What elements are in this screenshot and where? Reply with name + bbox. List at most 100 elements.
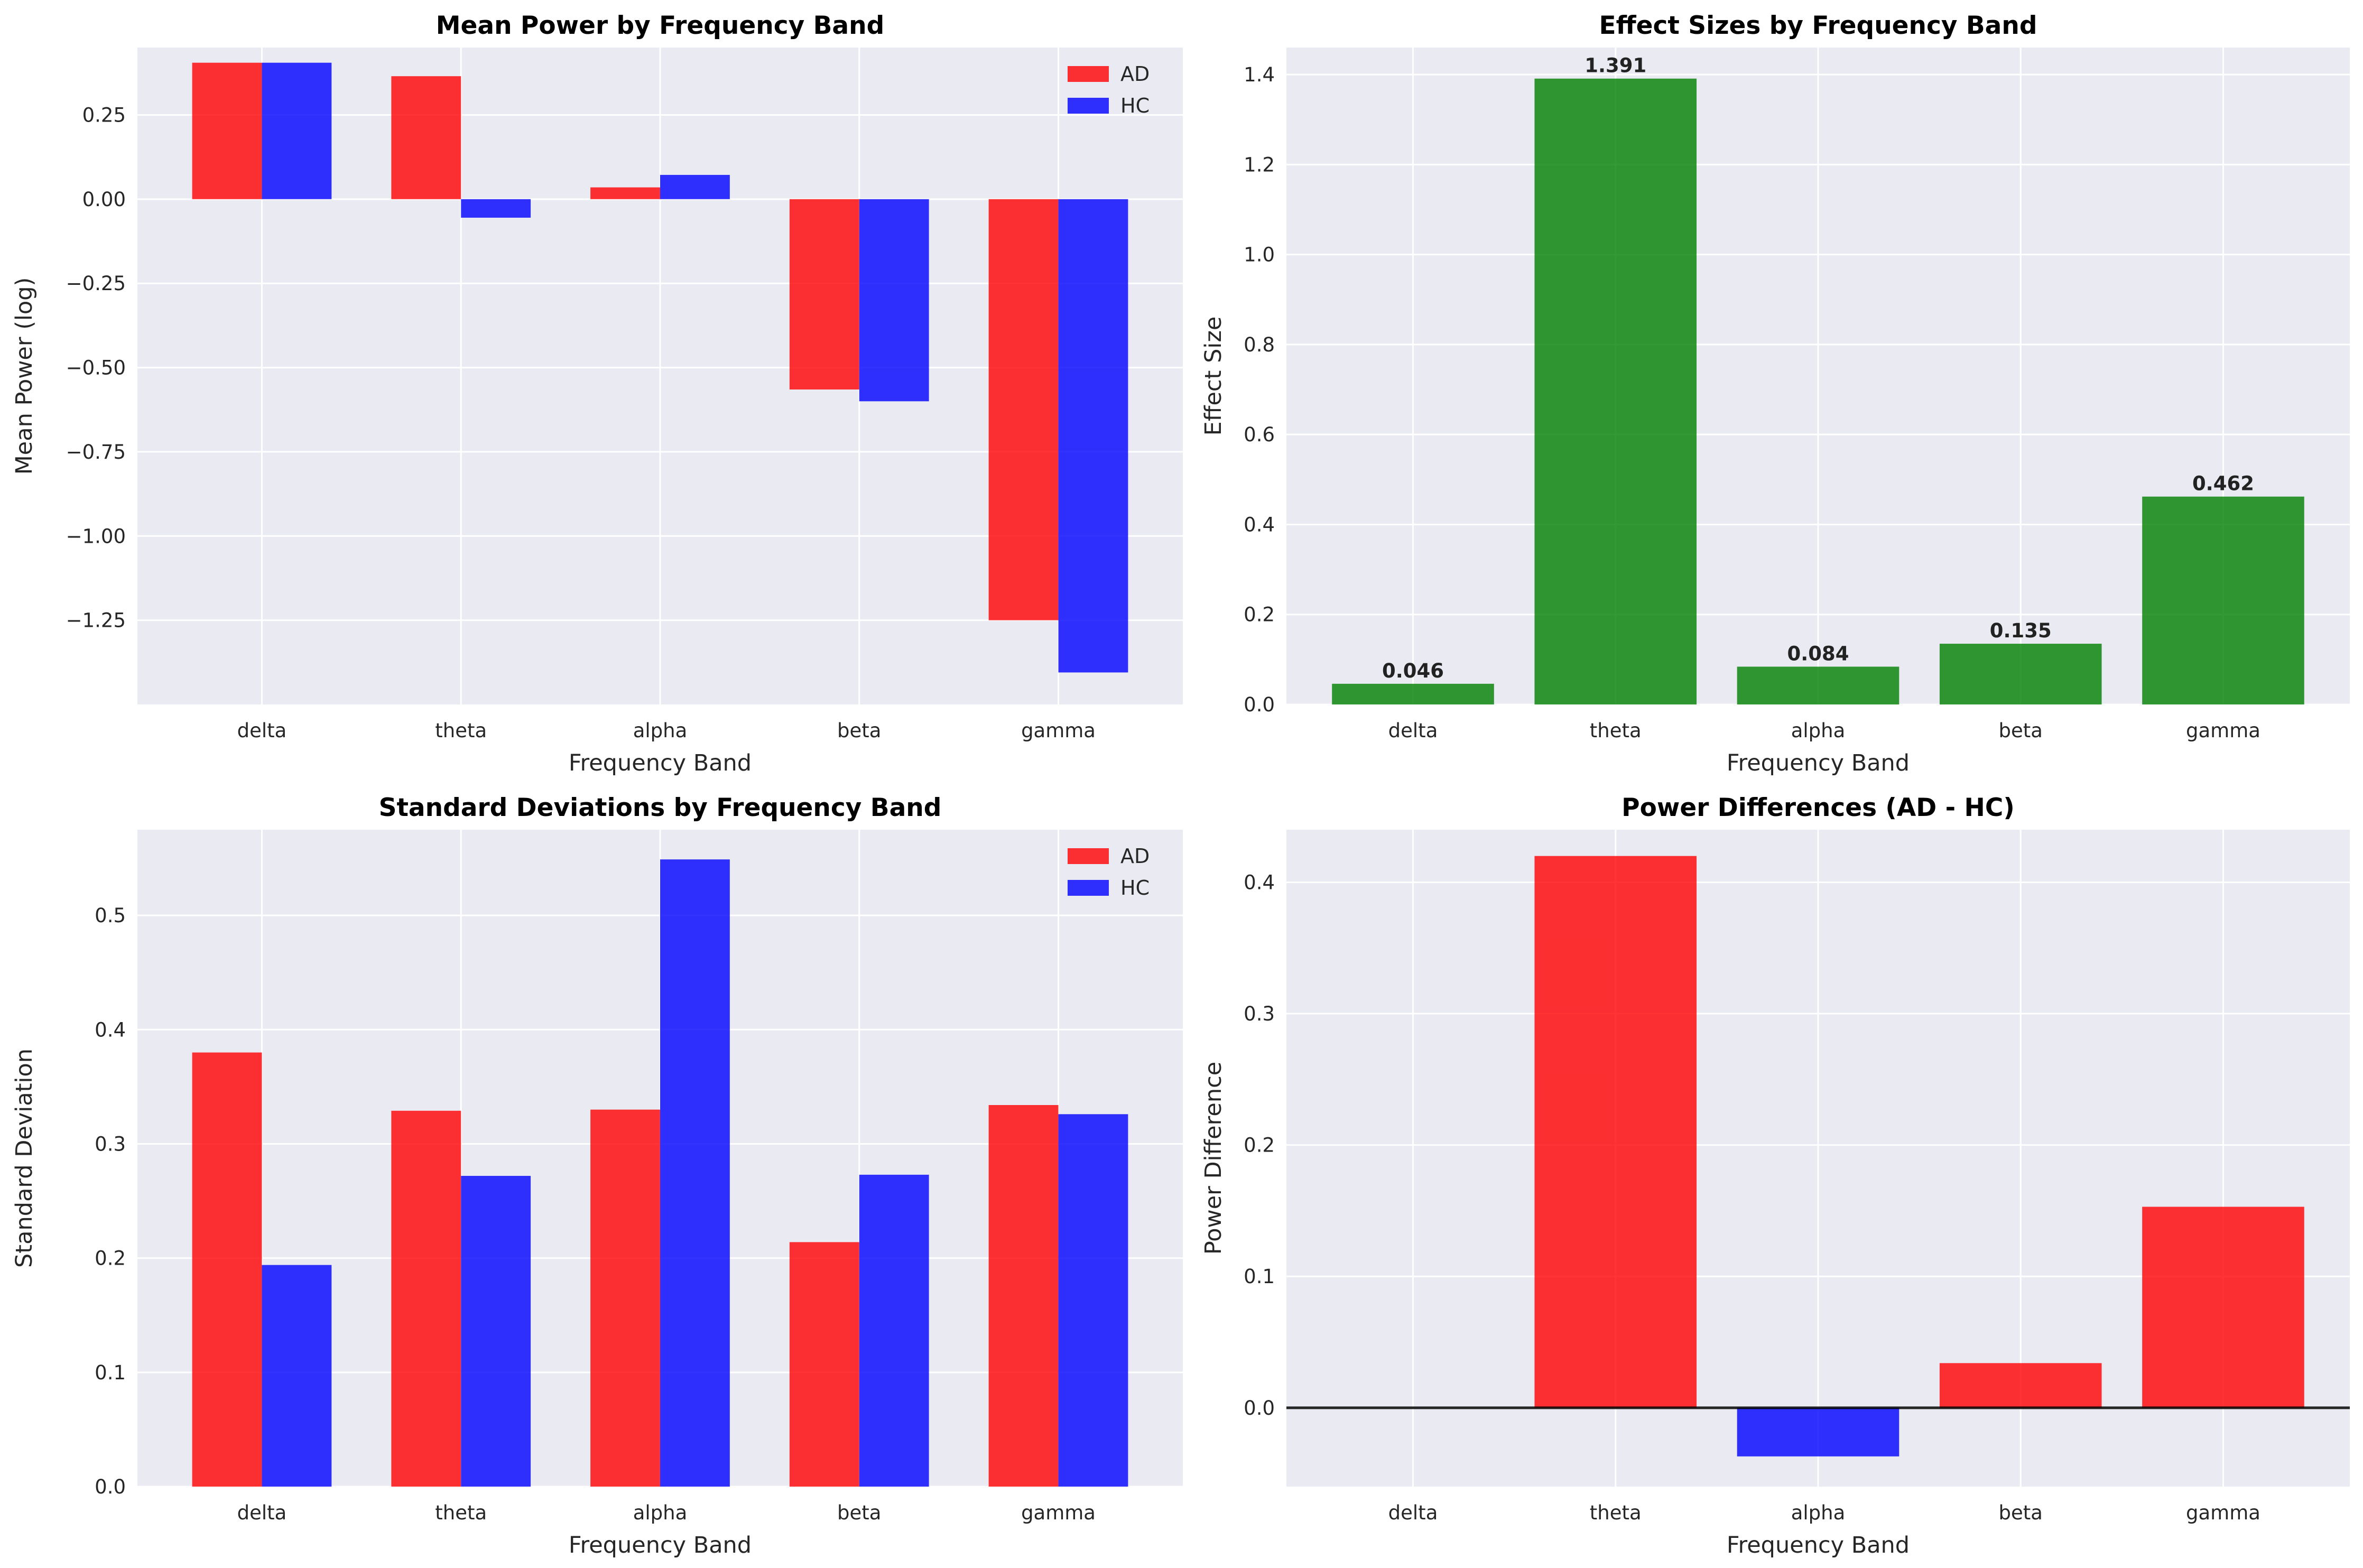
y-tick-label: 0.1: [1244, 1265, 1275, 1288]
bar-hc-delta: [262, 62, 332, 199]
y-tick-label: 0.6: [1244, 423, 1275, 446]
bar-ad-beta: [789, 1242, 859, 1487]
x-tick-label-beta: beta: [1999, 1501, 2043, 1524]
bar-hc-delta: [262, 1265, 332, 1487]
y-tick-label: 0.4: [1244, 871, 1275, 894]
y-tick-label: 0.4: [95, 1018, 126, 1041]
chart-title: Effect Sizes by Frequency Band: [1599, 11, 2037, 40]
x-tick-label-theta: theta: [435, 719, 487, 742]
bar-alpha: [1737, 1407, 1899, 1456]
x-tick-label-alpha: alpha: [633, 1501, 688, 1524]
bar-hc-theta: [461, 199, 531, 218]
y-tick-label: 1.2: [1244, 153, 1275, 176]
x-tick-label-delta: delta: [237, 719, 287, 742]
y-tick-label: −0.25: [66, 272, 126, 295]
bar-hc-beta: [859, 199, 929, 402]
bar-ad-delta: [192, 62, 262, 199]
bar-ad-delta: [192, 1052, 262, 1487]
x-tick-label-delta: delta: [1388, 719, 1438, 742]
y-tick-label: 0.2: [1244, 604, 1275, 626]
y-axis-label: Power Difference: [1200, 1062, 1227, 1255]
y-tick-label: 1.0: [1244, 244, 1275, 266]
x-axis-label: Frequency Band: [1727, 750, 1910, 776]
legend-swatch-ad: [1068, 66, 1109, 82]
y-tick-label: 0.00: [82, 188, 126, 211]
chart-panel-1: 0.25 0.00 −0.25 −0.50 −0.75 −1.00 −1.25 delta th…: [11, 11, 1183, 776]
legend-label-hc: HC: [1120, 94, 1150, 117]
y-axis-label: Effect Size: [1200, 317, 1227, 436]
data-label-beta: 0.135: [1990, 619, 2052, 642]
y-tick-label: 0.4: [1244, 513, 1275, 536]
y-tick-label: 0.0: [1244, 1397, 1275, 1419]
x-tick-label-gamma: gamma: [2186, 719, 2260, 742]
data-label-theta: 1.391: [1584, 54, 1646, 77]
x-tick-label-alpha: alpha: [1791, 719, 1846, 742]
y-axis-label: Standard Deviation: [11, 1049, 38, 1268]
bar-hc-gamma: [1058, 1114, 1128, 1487]
x-tick-label-gamma: gamma: [1021, 719, 1096, 742]
chart-panel-4: 0.0 0.1 0.2 0.3 0.4 delta theta alpha beta gamma F…: [1200, 793, 2350, 1558]
bar-ad-alpha: [590, 1109, 660, 1487]
bar-hc-alpha: [660, 859, 730, 1487]
legend: AD HC: [1068, 845, 1150, 899]
legend-label-hc: HC: [1120, 876, 1150, 899]
y-tick-label: 0.0: [1244, 693, 1275, 716]
x-tick-label-alpha: alpha: [633, 719, 688, 742]
y-tick-label: 0.3: [1244, 1003, 1275, 1025]
bar-gamma: [2142, 496, 2304, 704]
bar-alpha: [1737, 666, 1899, 704]
x-tick-label-beta: beta: [837, 1501, 881, 1524]
x-axis-label: Frequency Band: [569, 1532, 752, 1558]
y-tick-label: −1.00: [66, 525, 126, 548]
y-tick-label: 0.2: [1244, 1134, 1275, 1157]
x-tick-label-beta: beta: [1999, 719, 2043, 742]
bar-hc-alpha: [660, 174, 730, 199]
chart-title: Standard Deviations by Frequency Band: [379, 793, 942, 822]
x-tick-label-gamma: gamma: [2186, 1501, 2260, 1524]
bar-ad-beta: [789, 199, 859, 389]
y-tick-label: −1.25: [66, 609, 126, 632]
data-label-alpha: 0.084: [1787, 642, 1849, 665]
chart-title: Mean Power by Frequency Band: [436, 11, 885, 40]
x-tick-label-alpha: alpha: [1791, 1501, 1846, 1524]
bar-ad-alpha: [590, 187, 660, 199]
x-axis-label: Frequency Band: [569, 750, 752, 776]
data-label-gamma: 0.462: [2192, 472, 2254, 495]
data-label-delta: 0.046: [1382, 660, 1444, 682]
y-tick-label: −0.50: [66, 357, 126, 379]
x-tick-label-theta: theta: [435, 1501, 487, 1524]
bar-ad-theta: [391, 1110, 461, 1487]
chart-panel-3: 0.0 0.1 0.2 0.3 0.4 0.5 delta theta alpha beta gam…: [11, 793, 1183, 1558]
bar-hc-gamma: [1058, 199, 1128, 673]
y-tick-label: 0.1: [95, 1361, 126, 1384]
legend-label-ad: AD: [1120, 845, 1150, 868]
legend-swatch-hc: [1068, 880, 1109, 896]
y-tick-label: 0.5: [95, 904, 126, 927]
bar-hc-beta: [859, 1174, 929, 1487]
bar-ad-gamma: [988, 1105, 1059, 1487]
bar-beta: [1939, 644, 2102, 704]
legend-swatch-ad: [1068, 848, 1109, 864]
bar-theta: [1534, 856, 1697, 1408]
legend-label-ad: AD: [1120, 62, 1150, 86]
x-tick-label-gamma: gamma: [1021, 1501, 1096, 1524]
bar-beta: [1939, 1363, 2102, 1408]
y-tick-label: 0.2: [95, 1247, 126, 1270]
bar-ad-theta: [391, 76, 461, 199]
y-tick-label: −0.75: [66, 441, 126, 463]
x-tick-label-delta: delta: [1388, 1501, 1438, 1524]
bar-ad-gamma: [988, 199, 1059, 620]
bar-gamma: [2142, 1207, 2304, 1408]
y-tick-label: 0.8: [1244, 333, 1275, 356]
x-axis-label: Frequency Band: [1727, 1532, 1910, 1558]
bar-hc-theta: [461, 1176, 531, 1487]
x-tick-label-theta: theta: [1590, 719, 1642, 742]
y-axis-label: Mean Power (log): [11, 277, 38, 475]
y-tick-label: 0.3: [95, 1133, 126, 1155]
bar-delta: [1332, 683, 1494, 704]
x-tick-label-beta: beta: [837, 719, 881, 742]
x-tick-label-theta: theta: [1590, 1501, 1642, 1524]
bar-theta: [1534, 78, 1697, 705]
legend: AD HC: [1068, 62, 1150, 117]
